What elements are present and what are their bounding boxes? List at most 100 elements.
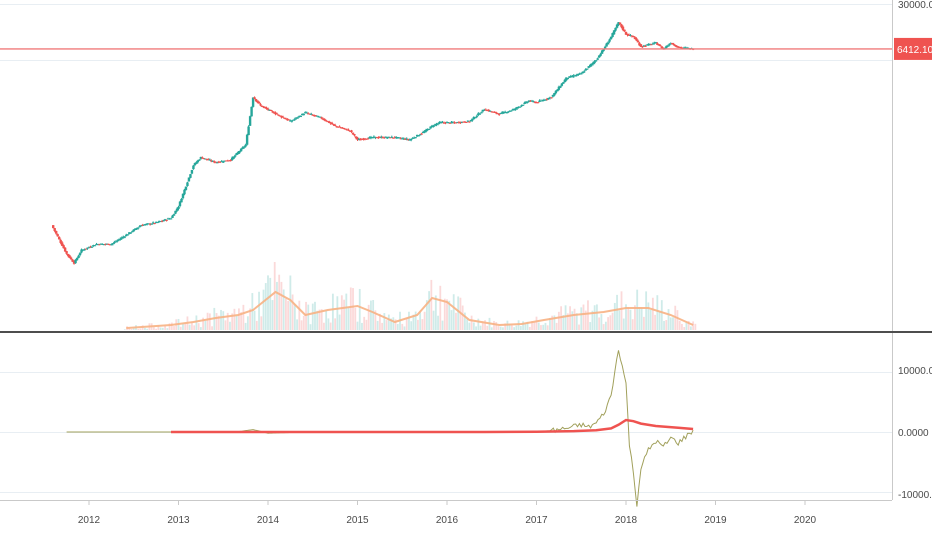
candle [599,53,602,56]
volume-bar [269,277,272,330]
candle [78,253,82,256]
candle [454,122,458,124]
volume-bar [374,310,377,330]
candle [448,122,452,124]
candle [679,47,683,49]
candle [181,193,185,199]
candle [165,219,168,221]
candle [471,118,474,121]
volume-bar [365,319,368,330]
volume-bar [229,321,231,330]
volume-bar [253,310,256,330]
candle [608,39,611,42]
volume-bar [264,283,267,330]
candle [141,225,144,227]
candle [71,259,74,262]
candle [359,139,362,141]
candle [398,137,401,139]
volume-bar [609,315,612,330]
volume-bar [334,318,337,330]
candle [657,44,661,46]
candle [626,34,629,36]
candle [532,101,535,103]
candle [213,161,216,163]
volume-bar [370,300,372,330]
volume-bar [132,328,135,330]
candle [524,101,528,104]
candle [508,110,511,112]
volume-bar [575,313,578,330]
volume-bar [461,305,464,330]
candle [392,137,395,139]
volume-bar [244,322,247,330]
candle [259,104,262,106]
candle [117,239,121,241]
candle [84,248,88,250]
svg-text:6412.10: 6412.10 [897,45,932,56]
volume-bar [486,325,489,330]
candle [53,228,56,232]
candle [108,244,112,246]
candle [495,112,498,114]
candle [180,198,183,203]
candle [526,101,529,103]
candle [589,64,592,67]
volume-bar [282,289,285,330]
volume-bar [242,304,245,330]
candle [202,158,206,160]
candle [368,137,371,139]
candle [59,239,62,243]
volume-bar [258,291,260,330]
volume-bar [285,298,287,330]
candle [614,27,617,31]
candle [335,126,338,128]
candle [578,73,581,75]
candle [423,131,426,133]
candle [219,161,222,163]
volume-bar [582,304,585,330]
candle [484,109,487,111]
volume-bar [267,275,269,330]
candle [463,121,467,123]
candle [412,137,416,139]
candle [205,158,209,160]
volume-bar [262,289,265,330]
volume-bar [405,317,408,330]
volume-bar [289,275,292,330]
candle [459,121,462,123]
candle [636,40,640,43]
candle [68,255,71,258]
candle [62,245,65,249]
volume-bar [663,320,665,330]
volume-bar [535,316,538,330]
candle [251,97,255,107]
candle [196,160,200,163]
volume-bar [571,311,574,330]
candle [684,47,687,49]
candle [289,120,292,122]
volume-bar [226,312,229,330]
volume-bar [188,324,191,330]
volume-bar [517,320,520,330]
volume-bar [305,301,307,330]
candle [630,35,634,37]
volume-bar [307,304,310,330]
candle [135,228,138,230]
volume-bar [434,295,437,330]
candle [178,201,182,207]
candle [518,106,522,108]
candle [244,144,247,147]
candle [539,100,543,102]
volume-bar [206,312,209,330]
candle [520,105,523,107]
volume-bar [130,328,133,330]
candle [469,119,473,122]
candle [128,232,131,234]
candle [324,120,328,122]
volume-bar [618,310,621,330]
candle [407,139,410,141]
candle [660,46,663,49]
volume-bar [694,323,697,330]
osc-tick-label-zero: 0.0000 [898,428,929,439]
